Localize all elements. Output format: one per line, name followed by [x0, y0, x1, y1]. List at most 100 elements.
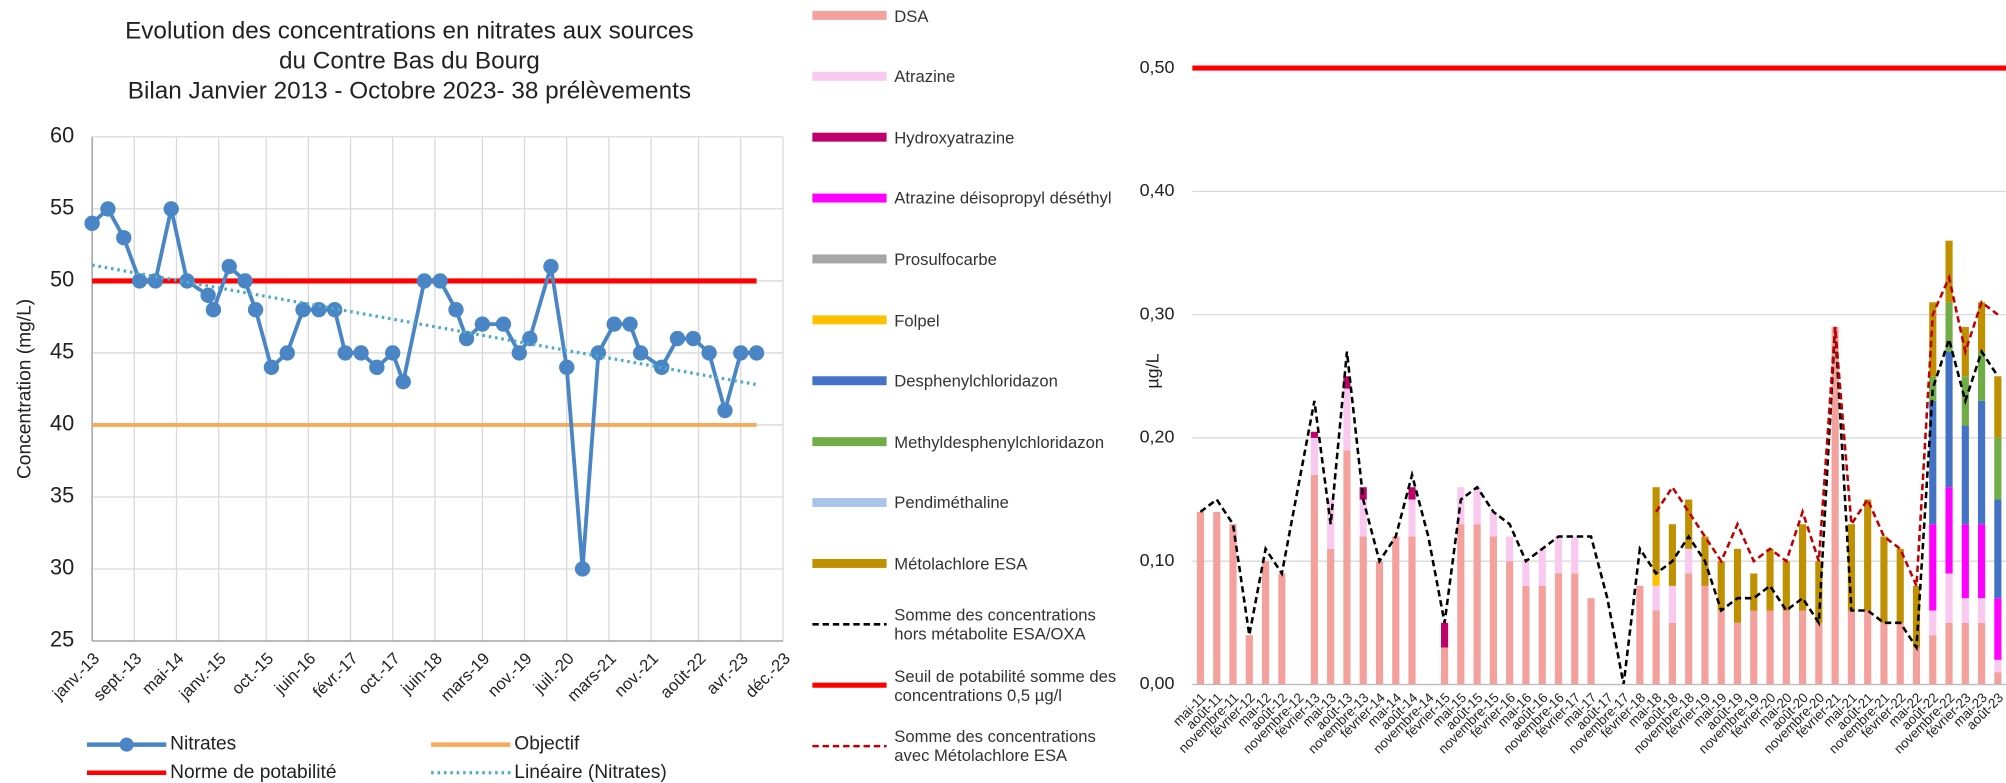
data-point — [200, 288, 215, 303]
bar-segment — [1490, 537, 1497, 685]
legend-label: DSA — [894, 0, 1127, 41]
y-tick-label: 0,00 — [1140, 673, 1175, 693]
x-tick-label: nov.-21 — [610, 649, 662, 701]
bar-segment — [1962, 623, 1969, 685]
bar-segment — [1929, 401, 1936, 524]
bar-segment — [1474, 524, 1481, 684]
bar-segment — [1669, 586, 1676, 623]
legend-label: Atrazine — [894, 51, 1127, 102]
bar-segment — [1506, 537, 1513, 562]
bar-segment — [1994, 672, 2001, 684]
bar-segment — [1848, 610, 1855, 684]
x-tick-label: déc.-23 — [741, 649, 794, 702]
data-point — [353, 345, 368, 360]
x-tick-label: oct.-15 — [228, 649, 277, 698]
bar-segment — [1929, 610, 1936, 635]
bar-segment — [1408, 500, 1415, 537]
data-point — [512, 345, 527, 360]
bar-segment — [1815, 623, 1822, 685]
legend-label: Nitrates — [170, 734, 236, 755]
bar-segment — [1766, 549, 1773, 611]
data-point — [575, 561, 590, 576]
bar-segment — [1783, 610, 1790, 684]
chart-title: du Contre Bas du Bourg — [279, 47, 540, 74]
legend-label-box: Somme des concentrations hors métabolite… — [894, 599, 1127, 650]
data-point — [280, 345, 295, 360]
legend-label-box: Pendiméthaline — [894, 477, 1127, 528]
x-tick-label: mars-19 — [437, 649, 494, 706]
bar-segment — [1360, 500, 1367, 537]
bar-segment — [1945, 487, 1952, 573]
bar-segment — [1457, 524, 1464, 684]
y-tick-label: 35 — [50, 483, 74, 508]
bar-segment — [1945, 623, 1952, 685]
bar-segment — [1750, 610, 1757, 684]
y-axis-label: Concentration (mg/L) — [15, 299, 36, 479]
bar-segment — [1441, 623, 1448, 648]
bar-segment — [1897, 623, 1904, 685]
legend-marker — [120, 738, 134, 752]
bar-segment — [1360, 537, 1367, 685]
legend-swatch — [812, 376, 886, 385]
data-point — [100, 201, 115, 216]
bar-segment — [1522, 586, 1529, 685]
chart-title: Bilan Janvier 2013 - Octobre 2023- 38 pr… — [128, 78, 691, 105]
screenshot: Evolution des concentrations en nitrates… — [0, 0, 2006, 783]
data-point — [417, 273, 432, 288]
bar-segment — [1555, 574, 1562, 685]
bar-segment — [1978, 598, 1985, 623]
bar-segment — [1539, 586, 1546, 685]
data-point — [432, 273, 447, 288]
legend-label-box: Desphenylchloridazon — [894, 355, 1127, 406]
bar-segment — [1994, 500, 2001, 599]
bar-segment — [1636, 586, 1643, 685]
bar-segment — [1474, 487, 1481, 524]
data-point — [475, 316, 490, 331]
x-tick-label: févr.-17 — [309, 649, 362, 702]
data-point — [633, 345, 648, 360]
bar-segment — [1783, 561, 1790, 610]
legend-label-box: Folpel — [894, 294, 1127, 345]
legend-label: Folpel — [894, 294, 1127, 345]
y-tick-label: 55 — [50, 195, 74, 220]
bar-segment — [1929, 635, 1936, 684]
data-point — [701, 345, 716, 360]
bar-segment — [1962, 598, 1969, 623]
x-tick-label: août-22 — [656, 649, 709, 702]
data-point — [338, 345, 353, 360]
data-point — [607, 316, 622, 331]
bar-segment — [1490, 512, 1497, 537]
data-line — [92, 209, 756, 569]
legend-label: Objectif — [514, 734, 580, 755]
data-point — [222, 259, 237, 274]
bar-segment — [1994, 598, 2001, 660]
bar-segment — [1945, 352, 1952, 488]
y-tick-label: 50 — [50, 267, 74, 292]
y-tick-label: 40 — [50, 411, 74, 436]
legend-swatch — [812, 133, 886, 142]
x-tick-label: janv.-15 — [175, 649, 230, 704]
bar-segment — [1246, 635, 1253, 684]
legend-swatch — [812, 11, 886, 20]
bar-segment — [1766, 610, 1773, 684]
bar-segment — [1262, 561, 1269, 684]
legend-label-box: Prosulfocarbe — [894, 233, 1127, 284]
sum-line — [1200, 327, 1997, 685]
legend-label: Pendiméthaline — [894, 477, 1127, 528]
bar-segment — [1864, 500, 1871, 611]
bar-segment — [1278, 574, 1285, 685]
bar-segment — [1685, 549, 1692, 574]
data-point — [396, 374, 411, 389]
legend-label: Somme des concentrations avec Métolachlo… — [894, 721, 1127, 772]
data-point — [559, 360, 574, 375]
legend-label-box: DSA — [894, 0, 1127, 41]
bar-segment — [1555, 537, 1562, 574]
legend-swatch — [812, 194, 886, 203]
legend-swatch — [812, 437, 886, 446]
bar-segment — [1653, 574, 1660, 586]
bar-segment — [1864, 610, 1871, 684]
bar-segment — [1408, 537, 1415, 685]
bar-segment — [1880, 537, 1887, 623]
data-point — [448, 302, 463, 317]
data-point — [264, 360, 279, 375]
